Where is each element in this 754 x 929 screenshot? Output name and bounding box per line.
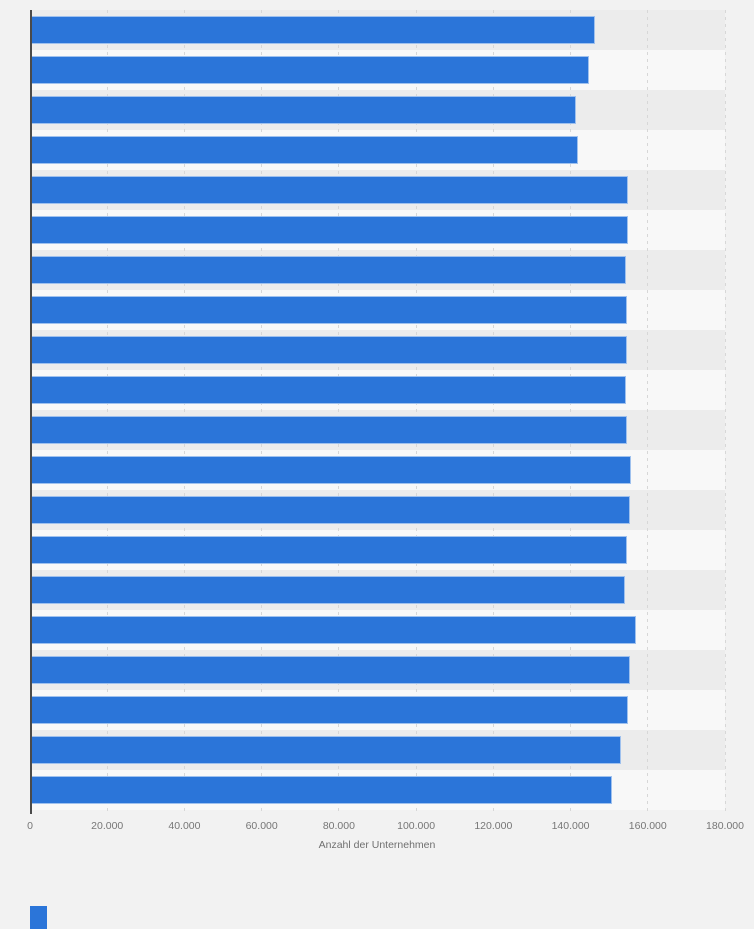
bar[interactable] bbox=[30, 16, 596, 44]
x-tick-label: 20.000 bbox=[91, 820, 124, 832]
x-tick-label: 80.000 bbox=[322, 820, 355, 832]
cropped-bar-fragment bbox=[30, 906, 47, 929]
bar[interactable] bbox=[30, 56, 590, 84]
gridline bbox=[492, 10, 494, 814]
x-tick-label: 60.000 bbox=[245, 820, 278, 832]
x-tick-label: 180.000 bbox=[706, 820, 744, 832]
bar[interactable] bbox=[30, 376, 627, 404]
gridline bbox=[570, 10, 572, 814]
x-tick-label: 0 bbox=[27, 820, 33, 832]
x-tick-label: 160.000 bbox=[628, 820, 667, 832]
gridline bbox=[338, 10, 340, 814]
bar[interactable] bbox=[30, 576, 625, 604]
gridline bbox=[106, 10, 108, 814]
bar[interactable] bbox=[30, 176, 629, 204]
gridline bbox=[415, 10, 417, 814]
bar[interactable] bbox=[30, 256, 627, 284]
bar[interactable] bbox=[30, 696, 629, 724]
plot-area bbox=[30, 10, 726, 814]
x-tick-label: 40.000 bbox=[168, 820, 201, 832]
bar[interactable] bbox=[30, 616, 637, 644]
bar[interactable] bbox=[30, 216, 629, 244]
gridline bbox=[261, 10, 263, 814]
gridline bbox=[183, 10, 185, 814]
bar[interactable] bbox=[30, 536, 627, 564]
bar[interactable] bbox=[30, 456, 632, 484]
gridline bbox=[724, 10, 726, 814]
bar[interactable] bbox=[30, 496, 631, 524]
x-axis-title: Anzahl der Unternehmen bbox=[318, 839, 436, 851]
gridline bbox=[647, 10, 649, 814]
bar[interactable] bbox=[30, 416, 627, 444]
x-tick-label: 120.000 bbox=[474, 820, 513, 832]
x-tick-label: 140.000 bbox=[551, 820, 590, 832]
bar[interactable] bbox=[30, 96, 577, 124]
bar[interactable] bbox=[30, 656, 631, 684]
bar[interactable] bbox=[30, 736, 622, 764]
bar[interactable] bbox=[30, 776, 613, 804]
y-axis-line bbox=[30, 10, 32, 814]
bar[interactable] bbox=[30, 136, 579, 164]
bar[interactable] bbox=[30, 296, 627, 324]
x-tick-label: 100.000 bbox=[397, 820, 436, 832]
bar[interactable] bbox=[30, 336, 627, 364]
